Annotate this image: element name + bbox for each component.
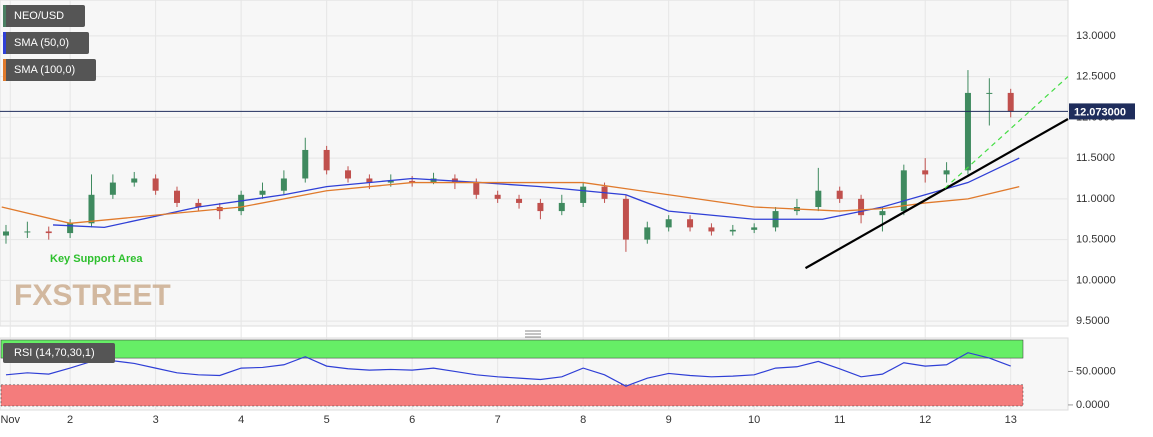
candle-body	[323, 149, 330, 171]
candle-body	[644, 227, 651, 240]
candle-body	[964, 92, 971, 171]
x-tick-label: 4	[238, 414, 244, 426]
candle-body	[558, 202, 565, 212]
candle-body	[366, 178, 373, 183]
x-tick-label: 11	[834, 414, 845, 426]
candle-body	[815, 190, 822, 208]
panel-handle	[525, 330, 541, 338]
x-tick-label: 2	[67, 414, 73, 426]
candle-body	[922, 170, 929, 175]
candle-body	[943, 170, 950, 175]
y-tick-label: 10.5000	[1076, 234, 1116, 246]
legend-label: SMA (100,0)	[14, 64, 75, 76]
candle-body	[238, 194, 245, 212]
rsi-line	[5, 352, 1011, 387]
overbought-zone	[0, 339, 1024, 359]
candle-body	[24, 231, 31, 233]
main-panel	[0, 0, 1069, 327]
candle-body	[900, 170, 907, 212]
candle-body	[109, 182, 116, 195]
legend-label: NEO/USD	[14, 10, 64, 22]
legend-item: SMA (50,0)	[3, 32, 89, 54]
x-tick-label: 5	[324, 414, 330, 426]
y-tick-label: 11.5000	[1076, 152, 1115, 164]
candle-body	[473, 182, 480, 195]
y-tick-label: 10.0000	[1076, 274, 1116, 286]
x-tick-label: 8	[580, 414, 586, 426]
candle-body	[67, 223, 74, 234]
trend-line	[944, 76, 1069, 189]
candle-body	[387, 180, 394, 183]
last-price-box	[1069, 103, 1135, 120]
candle-body	[409, 180, 416, 183]
candle-body	[516, 198, 523, 203]
y-tick-label: 9.5000	[1076, 315, 1110, 327]
candle-body	[430, 178, 437, 183]
candle-body	[836, 190, 843, 199]
x-tick-label: 9	[666, 414, 672, 426]
y-tick-label: 11.0000	[1076, 193, 1115, 205]
candle-body	[280, 178, 287, 191]
candle-body	[195, 202, 202, 208]
x-tick-label: 3	[153, 414, 159, 426]
legend-label: SMA (50,0)	[14, 37, 69, 49]
candle-body	[622, 198, 629, 240]
watermark: FXSTREET	[14, 279, 171, 312]
candle-body	[302, 149, 309, 179]
trend-line	[804, 118, 1069, 270]
annotation: Key Support Area	[50, 253, 143, 265]
candle-body	[580, 186, 587, 203]
x-tick-label: 13	[1005, 414, 1017, 426]
x-tick-label: 10	[748, 414, 760, 426]
candle-body	[708, 227, 715, 232]
candle-body	[494, 194, 501, 199]
candle-body	[2, 231, 9, 236]
sma-line	[52, 157, 1020, 229]
candle-body	[879, 211, 886, 216]
rsi-legend-box	[3, 343, 115, 363]
candle-body	[88, 194, 95, 224]
x-tick-label: 6	[409, 414, 415, 426]
candle-body	[259, 190, 266, 195]
candle-body	[986, 92, 993, 94]
candle-body	[858, 198, 865, 216]
x-tick-label: Nov	[0, 414, 20, 426]
candle-body	[131, 178, 138, 183]
candle-body	[537, 202, 544, 212]
candle-body	[729, 229, 736, 232]
y-tick-label: 13.0000	[1076, 30, 1116, 42]
oversold-zone	[0, 384, 1024, 407]
candle-body	[345, 170, 352, 179]
candle-body	[45, 231, 52, 234]
sma-line	[1, 181, 1020, 224]
candle-body	[751, 227, 758, 230]
rsi-tick-label: 50.0000	[1076, 365, 1116, 377]
last-price-label: 12.073000	[1074, 106, 1126, 118]
x-tick-label: 12	[919, 414, 931, 426]
y-tick-label: 12.5000	[1076, 71, 1116, 83]
candle-body	[687, 219, 694, 228]
candle-body	[174, 190, 181, 203]
candle-body	[152, 178, 159, 191]
legend-swatch	[3, 32, 6, 54]
legend-box	[3, 5, 85, 27]
legend-item: SMA (100,0)	[3, 59, 96, 81]
legend-swatch	[3, 5, 6, 27]
legend-item: NEO/USD	[3, 5, 85, 27]
legend-box	[3, 32, 89, 54]
legend-box	[3, 59, 96, 81]
rsi-tick-label: 0.0000	[1076, 399, 1110, 411]
candle-body	[665, 219, 672, 228]
rsi-legend-label: RSI (14,70,30,1)	[14, 347, 95, 359]
x-tick-label: 7	[495, 414, 501, 426]
candle-body	[1007, 92, 1014, 112]
legend-swatch	[3, 59, 6, 81]
